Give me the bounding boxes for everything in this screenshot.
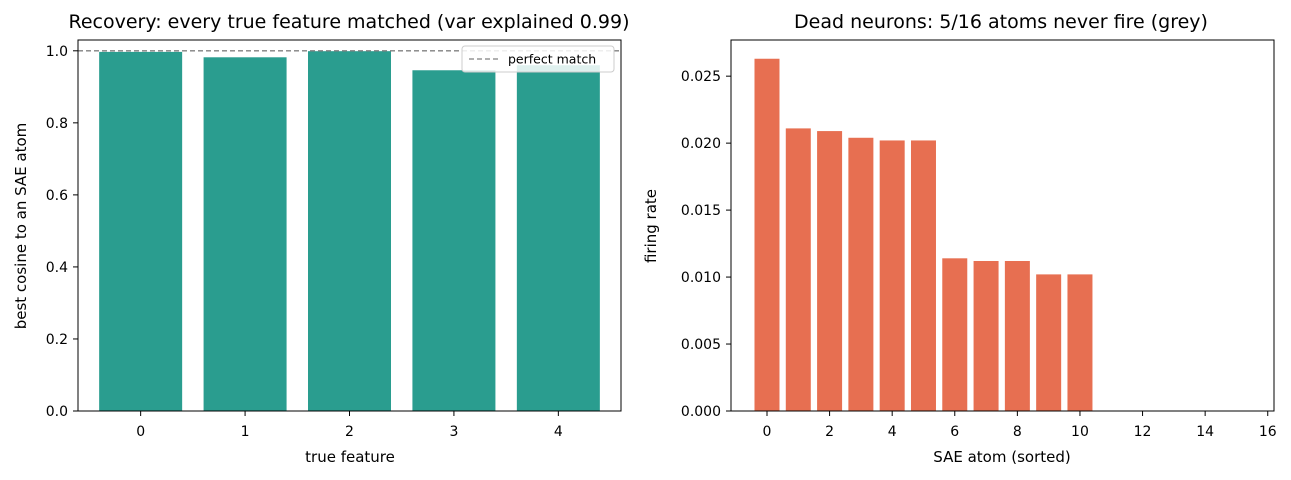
recovery-y-tick-label: 1.0 [46,44,68,60]
recovery-y-tick-label: 0.6 [46,188,68,204]
firing-rate-x-tick-label: 14 [1196,424,1214,440]
firing-rate-bar [817,131,843,411]
firing-rate-x-tick-label: 8 [1013,424,1022,440]
firing-rate-x-ticks: 0 2 4 6 8 10 12 14 16 [763,411,1277,440]
firing-rate-bar [848,137,874,411]
firing-rate-plot-frame [730,39,1275,412]
firing-rate-y-ticks: 0.000 0.005 0.010 0.015 0.020 0.025 [681,69,731,420]
recovery-x-axis-label: true feature [305,448,395,466]
firing-rate-bar [942,258,968,411]
firing-rate-bar [1067,274,1093,411]
firing-rate-x-tick-label: 10 [1071,424,1089,440]
firing-rate-bar [1036,274,1062,411]
recovery-x-tick-label: 4 [554,424,563,440]
recovery-x-tick-label: 1 [241,424,250,440]
recovery-chart-title: Recovery: every true feature matched (va… [69,11,630,33]
firing-rate-y-axis-label: firing rate [642,189,660,263]
recovery-bar [412,70,496,411]
firing-rate-x-tick-label: 4 [888,424,897,440]
firing-rate-x-tick-label: 0 [763,424,772,440]
firing-rate-x-axis-label: SAE atom (sorted) [933,448,1070,466]
recovery-y-axis-label: best cosine to an SAE atom [12,123,30,330]
recovery-y-tick-label: 0.4 [46,260,68,276]
firing-rate-x-tick-label: 2 [825,424,834,440]
recovery-bar [308,51,391,412]
legend-box [461,45,615,73]
firing-rate-bar [910,140,936,411]
firing-rate-bar [1004,260,1030,411]
recovery-x-tick-label: 2 [345,424,354,440]
firing-rate-bar [973,260,999,411]
firing-rate-x-tick-label: 16 [1259,424,1277,440]
firing-rate-x-tick-label: 6 [950,424,959,440]
firing-rate-bars [754,58,1093,411]
firing-rate-y-tick-label: 0.020 [681,136,721,152]
recovery-y-ticks: 0.0 0.2 0.4 0.6 0.8 1.0 [46,44,78,420]
firing-rate-bar [785,128,811,411]
firing-rate-y-tick-label: 0.015 [681,203,721,219]
recovery-bars [99,51,600,412]
firing-rate-y-tick-label: 0.000 [681,404,721,420]
recovery-y-tick-label: 0.2 [46,332,68,348]
recovery-x-tick-label: 3 [449,424,458,440]
recovery-bar [203,57,287,411]
recovery-bar [99,51,183,411]
firing-rate-bar [754,58,780,411]
recovery-bar [516,65,600,412]
firing-rate-y-tick-label: 0.010 [681,270,721,286]
recovery-chart: Recovery: every true feature matched (va… [12,11,629,466]
recovery-x-ticks: 0 1 2 3 4 [136,411,563,440]
firing-rate-y-tick-label: 0.025 [681,69,721,85]
recovery-legend: perfect match [461,45,615,73]
recovery-plot-frame [77,39,622,412]
firing-rate-x-tick-label: 12 [1134,424,1152,440]
firing-rate-bar [879,140,905,411]
recovery-y-tick-label: 0.8 [46,116,68,132]
firing-rate-y-tick-label: 0.005 [681,337,721,353]
recovery-x-tick-label: 0 [136,424,145,440]
recovery-y-tick-label: 0.0 [46,404,68,420]
legend-label-perfect-match: perfect match [508,52,596,67]
dead-neurons-chart: Dead neurons: 5/16 atoms never fire (gre… [642,11,1277,466]
dead-neurons-chart-title: Dead neurons: 5/16 atoms never fire (gre… [794,11,1208,33]
